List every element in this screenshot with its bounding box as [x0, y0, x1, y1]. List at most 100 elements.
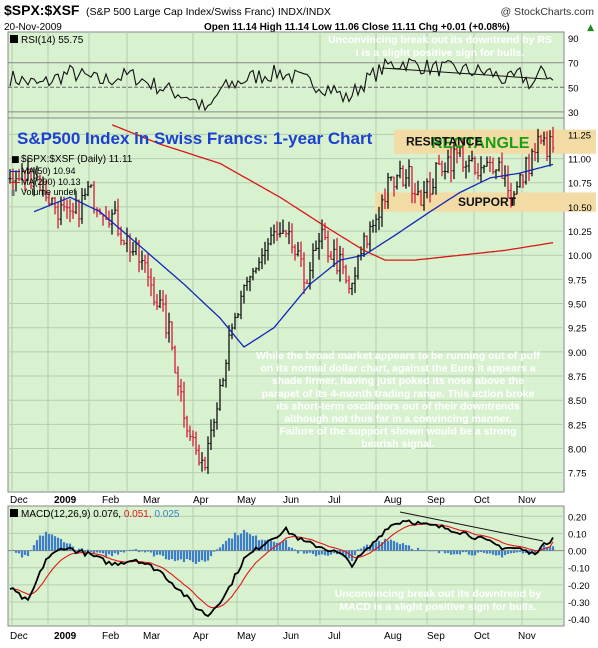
macd-histogram-bar [404, 544, 408, 551]
macd-histogram-bar [500, 550, 504, 558]
macd-histogram-bar [86, 549, 90, 551]
x-tick-label: Mar [143, 631, 161, 642]
macd-histogram-bar [308, 550, 312, 553]
macd-histogram-bar [164, 550, 168, 560]
macd-histogram-bar [251, 535, 255, 551]
macd-histogram-bar [182, 550, 186, 563]
macd-histogram-bar [212, 550, 216, 552]
macd-histogram-bar [356, 549, 360, 551]
macd-histogram-bar [506, 550, 510, 554]
x-tick-label: Oct [474, 495, 490, 506]
macd-tick-label: 0.20 [568, 512, 587, 523]
macd-histogram-bar [428, 550, 432, 552]
macd-histogram-bar [152, 550, 156, 557]
macd-histogram-bar [311, 550, 315, 554]
macd-histogram-bar [20, 550, 24, 558]
macd-histogram-bar [140, 550, 144, 552]
macd-histogram-bar [119, 550, 123, 552]
annotation-line: Unconvincing break out its downtrend by … [328, 34, 552, 46]
legend-price-icon: ■ [11, 155, 20, 165]
rsi-legend-icon [10, 35, 18, 43]
macd-histogram-bar [158, 550, 162, 555]
macd-histogram-bar [407, 545, 411, 551]
quote-up-icon: ▲ [587, 23, 594, 33]
macd-histogram-bar [200, 550, 204, 561]
macd-histogram-bar [248, 534, 252, 551]
annotation-line: Unconvincing break out its downtrend by [335, 588, 542, 600]
macd-histogram-bar [59, 538, 63, 551]
macd-histogram-bar [260, 539, 264, 551]
macd-histogram-bar [545, 547, 549, 551]
macd-histogram-bar [8, 550, 12, 552]
macd-histogram-bar [497, 550, 501, 556]
x-tick-label: Dec [10, 495, 28, 506]
macd-histogram-bar [290, 547, 294, 551]
macd-histogram-bar [266, 539, 270, 551]
x-tick-label: Aug [384, 631, 402, 642]
annotation-line: its short-term oscillators out of their … [276, 400, 519, 412]
price-tick-label: 11.25 [568, 130, 591, 141]
support-label: SUPPORT [458, 195, 517, 209]
macd-tick-label: -0.10 [568, 564, 590, 575]
macd-histogram-bar [521, 550, 525, 554]
macd-tick-label: 0.10 [568, 529, 587, 540]
macd-histogram-bar [209, 550, 213, 557]
macd-histogram-bar [548, 546, 552, 551]
macd-legend-main: MACD(12,26,9) 0.076, [21, 509, 121, 520]
macd-histogram-bar [539, 547, 543, 551]
macd-histogram-bar [458, 550, 462, 555]
macd-histogram-bar [236, 535, 240, 551]
price-panel [7, 117, 565, 493]
legend-volume: Volume undef [21, 187, 77, 197]
macd-histogram-bar [161, 550, 165, 556]
macd-histogram-bar [47, 534, 51, 551]
macd-histogram-bar [416, 547, 420, 551]
macd-histogram-bar [326, 550, 330, 556]
macd-histogram-bar [296, 550, 300, 554]
macd-histogram-bar [107, 550, 111, 555]
macd-histogram-bar [38, 535, 42, 551]
macd-histogram-bar [509, 550, 513, 554]
rsi-trendline [381, 67, 547, 80]
x-tick-label: Jun [283, 495, 299, 506]
macd-histogram-bar [524, 550, 528, 553]
macd-histogram-bar [515, 550, 519, 553]
macd-histogram-bar [23, 550, 27, 555]
price-tick-label: 9.75 [568, 275, 587, 286]
macd-histogram-bar [455, 550, 459, 555]
annotation-line: on its normal dollar chart, against the … [260, 363, 536, 375]
price-tick-label: 8.50 [568, 396, 587, 407]
macd-histogram-bar [431, 550, 435, 552]
annotation-line: parapet of its 4-month trading range. Th… [261, 388, 534, 400]
macd-histogram-bar [503, 550, 507, 556]
macd-histogram-bar [434, 550, 438, 552]
macd-histogram-bar [437, 550, 441, 554]
annotation-line: bearish signal. [361, 438, 435, 450]
macd-histogram-bar [65, 543, 69, 551]
macd-histogram-bar [41, 535, 45, 551]
macd-histogram-bar [392, 541, 396, 551]
macd-histogram-bar [224, 540, 228, 551]
macd-histogram-bar [218, 547, 222, 551]
legend-ma50-icon: — [10, 166, 20, 177]
macd-histogram-bar [284, 539, 288, 551]
macd-histogram-bar [227, 538, 231, 551]
macd-histogram-bar [275, 542, 279, 551]
macd-histogram-bar [422, 549, 426, 551]
price-legend: ■ $SPX:$XSF (Daily) 11.11 — MA(50) 10.94… [10, 154, 133, 197]
macd-histogram-bar [470, 550, 474, 556]
macd-tick-label: -0.20 [568, 581, 590, 592]
resistance-band [394, 129, 596, 154]
rsi-tick-label: 90 [568, 34, 579, 45]
macd-histogram-bar [374, 542, 378, 551]
macd-histogram-bar [179, 550, 183, 560]
macd-histogram-bar [74, 550, 78, 551]
macd-histogram-bar [461, 550, 465, 553]
x-tick-label: Sep [427, 631, 445, 642]
macd-histogram-bar [476, 550, 480, 553]
rsi-tick-label: 70 [568, 59, 579, 70]
macd-histogram-bar [395, 542, 399, 551]
macd-histogram-bar [383, 538, 387, 551]
x-tick-label: Nov [518, 495, 536, 506]
annotation-line: shade firmer, having just poked its nose… [272, 375, 524, 387]
